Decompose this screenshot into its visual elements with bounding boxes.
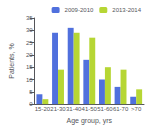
svg-text:10: 10 (26, 77, 33, 83)
svg-text:31-40: 31-40 (66, 106, 82, 112)
svg-text:41-50: 41-50 (82, 106, 98, 112)
svg-text:35: 35 (26, 15, 33, 21)
svg-text:2013-2014: 2013-2014 (112, 7, 141, 13)
svg-text:5: 5 (29, 89, 33, 95)
svg-text:15: 15 (26, 64, 33, 70)
svg-text:20: 20 (26, 52, 33, 58)
svg-text:30: 30 (26, 27, 33, 33)
svg-text:Age group, yrs: Age group, yrs (67, 117, 113, 125)
svg-text:Patients, %: Patients, % (8, 43, 15, 78)
svg-text:51-60: 51-60 (97, 106, 113, 112)
svg-text:21-30: 21-30 (50, 106, 66, 112)
svg-text:2009-2010: 2009-2010 (65, 7, 94, 13)
svg-text:15-20: 15-20 (35, 106, 51, 112)
svg-text:25: 25 (26, 40, 33, 46)
svg-text:61-70: 61-70 (113, 106, 129, 112)
svg-text:>70: >70 (131, 106, 142, 112)
svg-text:0: 0 (29, 101, 33, 107)
